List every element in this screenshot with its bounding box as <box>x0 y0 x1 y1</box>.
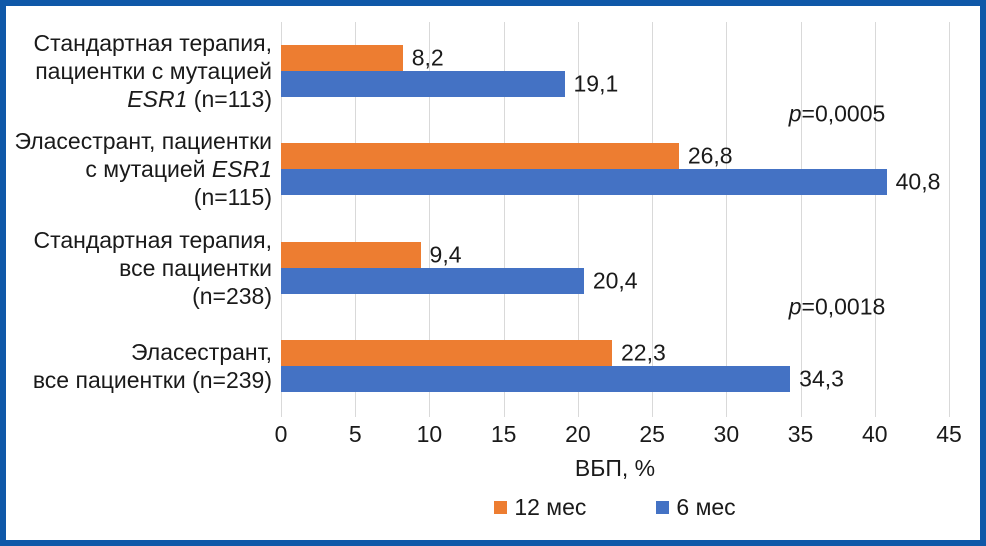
legend-label: 6 мес <box>676 494 736 520</box>
legend: 12 мес 6 мес <box>281 494 949 521</box>
bar-12mes-row2 <box>281 143 679 170</box>
bar-6mes-row4 <box>281 365 791 392</box>
legend-label: 12 мес <box>514 494 587 520</box>
gridline-x-5 <box>355 22 357 417</box>
gridline-x-20 <box>577 22 579 417</box>
bar-value-label: 9,4 <box>429 241 462 268</box>
x-tick-label-10: 10 <box>416 421 443 447</box>
gridline-x-0 <box>281 22 282 417</box>
p-value-annotation-1: p=0,0005 <box>788 100 886 127</box>
category-label-1: Стандартная терапия, пациентки с мутацией… <box>33 30 272 113</box>
x-tick-label-35: 35 <box>787 421 814 447</box>
legend-swatch-icon <box>656 501 670 514</box>
bar-6mes-row1 <box>281 71 565 98</box>
legend-entry-12mes: 12 мес <box>494 494 586 521</box>
x-tick-label-25: 25 <box>639 421 665 447</box>
category-label-2: Эласестрант, пациентки с мутацией ESR1 (n=… <box>14 128 272 211</box>
p-value-annotation-2: p=0,0018 <box>788 293 886 320</box>
category-label-4: Эласестрант, все пациентки (n=239) <box>32 338 272 393</box>
bar-value-label: 26,8 <box>687 142 733 169</box>
gridline-x-30 <box>726 22 728 417</box>
bar-value-label: 8,2 <box>411 44 444 71</box>
gridline-x-45 <box>949 22 950 417</box>
gridline-x-15 <box>503 22 505 417</box>
x-tick-label-15: 15 <box>490 421 517 447</box>
bar-value-label: 20,4 <box>592 267 638 294</box>
gridline-x-10 <box>429 22 431 417</box>
x-axis-title: ВБП, % <box>574 455 656 481</box>
x-tick-label-0: 0 <box>274 421 288 447</box>
x-tick-label-20: 20 <box>565 421 591 447</box>
gridline-x-25 <box>652 22 654 417</box>
category-label-3: Стандартная терапия, все пациентки (n=238) <box>33 226 272 309</box>
bar-value-label: 22,3 <box>621 339 666 366</box>
x-tick-label-45: 45 <box>936 421 962 447</box>
legend-entry-6mes: 6 мес <box>656 494 736 521</box>
bar-12mes-row4 <box>281 339 613 366</box>
plot-area: 8,2 19,1 26,8 40,8 9,4 20,4 22,3 34,3 <box>281 22 950 417</box>
bar-12mes-row1 <box>281 45 403 72</box>
bar-6mes-row2 <box>281 169 887 196</box>
bar-12mes-row3 <box>281 241 421 268</box>
bar-value-label: 34,3 <box>799 365 844 392</box>
bar-6mes-row3 <box>281 267 584 294</box>
x-tick-label-40: 40 <box>861 421 888 447</box>
x-tick-label-5: 5 <box>348 421 362 447</box>
legend-swatch-icon <box>494 501 508 514</box>
x-tick-label-30: 30 <box>713 421 740 447</box>
gridline-x-40 <box>874 22 876 417</box>
bar-value-label: 40,8 <box>895 168 941 195</box>
gridline-x-35 <box>800 22 802 417</box>
bar-value-label: 19,1 <box>573 70 619 97</box>
